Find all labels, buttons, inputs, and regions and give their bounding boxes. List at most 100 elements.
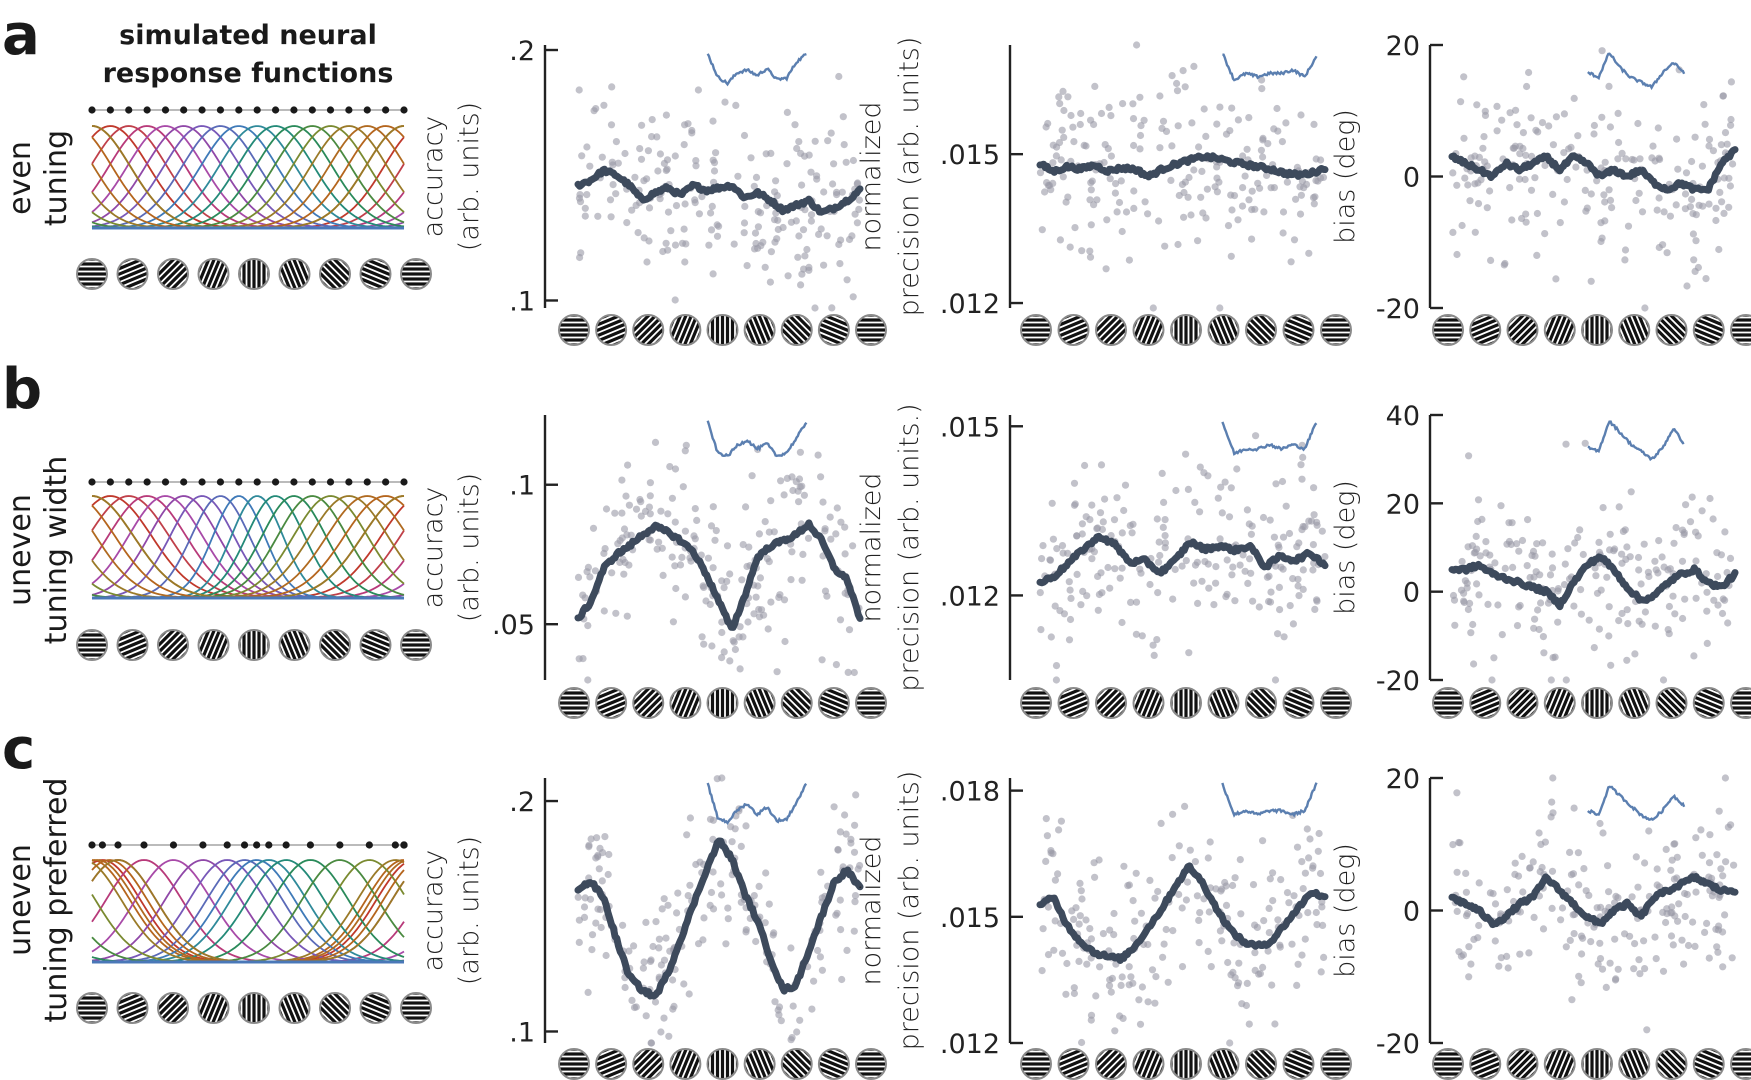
- scatter-point: [834, 846, 842, 854]
- scatter-point: [658, 905, 666, 913]
- scatter-point: [1705, 873, 1713, 881]
- scatter-point: [712, 149, 720, 157]
- scatter-point: [1608, 204, 1616, 212]
- scatter-point: [1077, 601, 1085, 609]
- scatter-point: [1610, 547, 1618, 555]
- scatter-point: [1626, 553, 1634, 561]
- scatter-point: [1606, 959, 1614, 967]
- y-tick-label: .1: [509, 286, 535, 317]
- scatter-point: [797, 281, 805, 289]
- scatter-point: [736, 665, 744, 673]
- scatter-point: [611, 509, 619, 517]
- scatter-point: [1268, 981, 1276, 989]
- row-label-b-line2: tuning width: [39, 456, 74, 644]
- scatter-point: [1082, 916, 1090, 924]
- scatter-point: [576, 198, 585, 206]
- scatter-point: [1083, 960, 1091, 968]
- scatter-point: [1523, 82, 1531, 91]
- scatter-point: [1274, 630, 1282, 638]
- scatter-point: [669, 976, 677, 984]
- scatter-point: [1486, 187, 1494, 195]
- scatter-point: [1245, 114, 1253, 122]
- inset-line: [1587, 785, 1686, 822]
- scatter-point: [1640, 540, 1648, 548]
- scatter-point: [662, 111, 671, 119]
- scatter-point: [1158, 124, 1166, 132]
- preferred-orientation-dot: [271, 478, 280, 486]
- preferred-orientation-dot: [223, 841, 231, 849]
- scatter-point: [1228, 206, 1236, 214]
- scatter-point: [1598, 234, 1606, 242]
- scatter-point: [1078, 247, 1086, 255]
- scatter-point: [685, 990, 693, 998]
- scatter-point: [698, 633, 706, 641]
- scatter-point: [693, 516, 701, 525]
- scatter-point: [706, 815, 715, 823]
- scatter-point: [1467, 960, 1475, 968]
- scatter-point: [1078, 530, 1086, 538]
- scatter-point: [585, 841, 593, 849]
- scatter-point: [1167, 176, 1175, 184]
- scatter-point: [751, 229, 760, 237]
- scatter-point: [1619, 527, 1627, 536]
- preferred-orientation-dot: [290, 106, 298, 114]
- grating-icon: [1432, 1048, 1464, 1080]
- scatter-point: [681, 447, 689, 455]
- scatter-point: [1483, 162, 1491, 170]
- scatter-point: [1314, 847, 1322, 855]
- grating-icon: [1730, 1048, 1751, 1080]
- scatter-point: [1178, 963, 1187, 971]
- scatter-point: [1146, 580, 1154, 589]
- scatter-point: [1086, 516, 1094, 524]
- scatter-point: [740, 219, 749, 227]
- scatter-point: [1110, 909, 1118, 918]
- scatter-point: [1621, 246, 1630, 254]
- preferred-orientation-dot: [265, 841, 273, 849]
- scatter-point: [1602, 983, 1610, 992]
- scatter-point: [849, 542, 857, 550]
- scatter-point: [1117, 981, 1125, 990]
- preferred-orientation-dot: [161, 478, 170, 486]
- scatter-point: [1196, 909, 1204, 917]
- scatter-point: [1097, 109, 1106, 118]
- scatter-point: [1630, 156, 1638, 164]
- scatter-point: [1278, 477, 1287, 486]
- scatter-point: [698, 193, 706, 201]
- scatter-point: [1643, 1026, 1651, 1034]
- scatter-point: [1691, 267, 1699, 275]
- scatter-point: [767, 598, 775, 606]
- scatter-point: [1077, 887, 1085, 895]
- scatter-point: [1058, 126, 1066, 134]
- scatter-point: [1596, 819, 1604, 828]
- scatter-point: [681, 121, 689, 129]
- scatter-point: [798, 181, 806, 189]
- scatter-point: [1105, 982, 1114, 990]
- scatter-point: [1730, 861, 1738, 869]
- scatter-point: [1463, 584, 1471, 592]
- scatter-point: [1615, 617, 1623, 625]
- scatter-point: [1255, 603, 1263, 611]
- scatter-point: [584, 622, 592, 630]
- grating-icon: [855, 687, 887, 719]
- preferred-orientation-dot: [253, 478, 261, 486]
- y-tick-label: .2: [509, 36, 535, 67]
- scatter-point: [1183, 878, 1192, 886]
- y-axis-label: normalized: [856, 472, 887, 622]
- scatter-point: [581, 212, 589, 220]
- scatter-point: [1486, 889, 1494, 897]
- scatter-point: [1237, 910, 1245, 918]
- grating-icon: [1320, 1048, 1352, 1080]
- grating-icon: [1207, 687, 1240, 719]
- grating-icon: [1543, 687, 1576, 719]
- grating-icon: [1692, 687, 1725, 719]
- scatter-point: [1227, 252, 1235, 260]
- scatter-point: [1234, 216, 1242, 224]
- scatter-point: [814, 451, 822, 459]
- scatter-point: [1524, 516, 1532, 524]
- scatter-point: [839, 113, 847, 121]
- scatter-point: [1248, 206, 1256, 214]
- scatter-point: [1138, 632, 1146, 640]
- scatter-point: [1222, 901, 1231, 910]
- scatter-point: [1710, 596, 1718, 604]
- scatter-point: [1595, 625, 1603, 633]
